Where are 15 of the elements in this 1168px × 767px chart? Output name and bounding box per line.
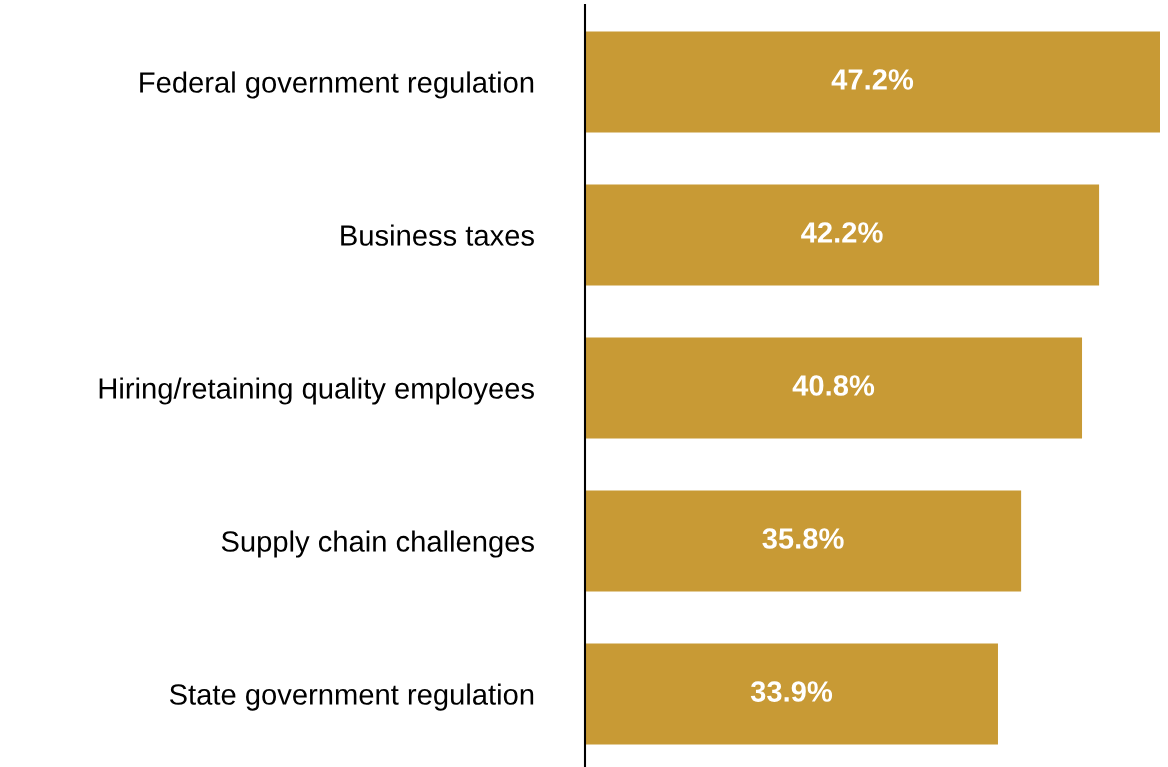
bar [585,490,1022,592]
data-label: 33.9% [750,681,833,702]
data-label: 42.2% [801,222,883,243]
y-tick-label: Supply chain challenges [221,530,534,558]
bar [585,337,1083,439]
y-tick-label: Hiring/retaining quality employees [99,377,534,405]
y-tick-label: Business taxes [341,224,534,246]
data-label: 35.8% [762,528,844,549]
bar [585,184,1100,286]
bar [585,31,1160,133]
bar [585,643,998,745]
y-tick-label: Federal government regulation [140,71,534,99]
data-label: 40.8% [792,375,875,396]
y-tick-label: State government regulation [169,683,534,711]
data-label: 47.2% [831,69,914,90]
